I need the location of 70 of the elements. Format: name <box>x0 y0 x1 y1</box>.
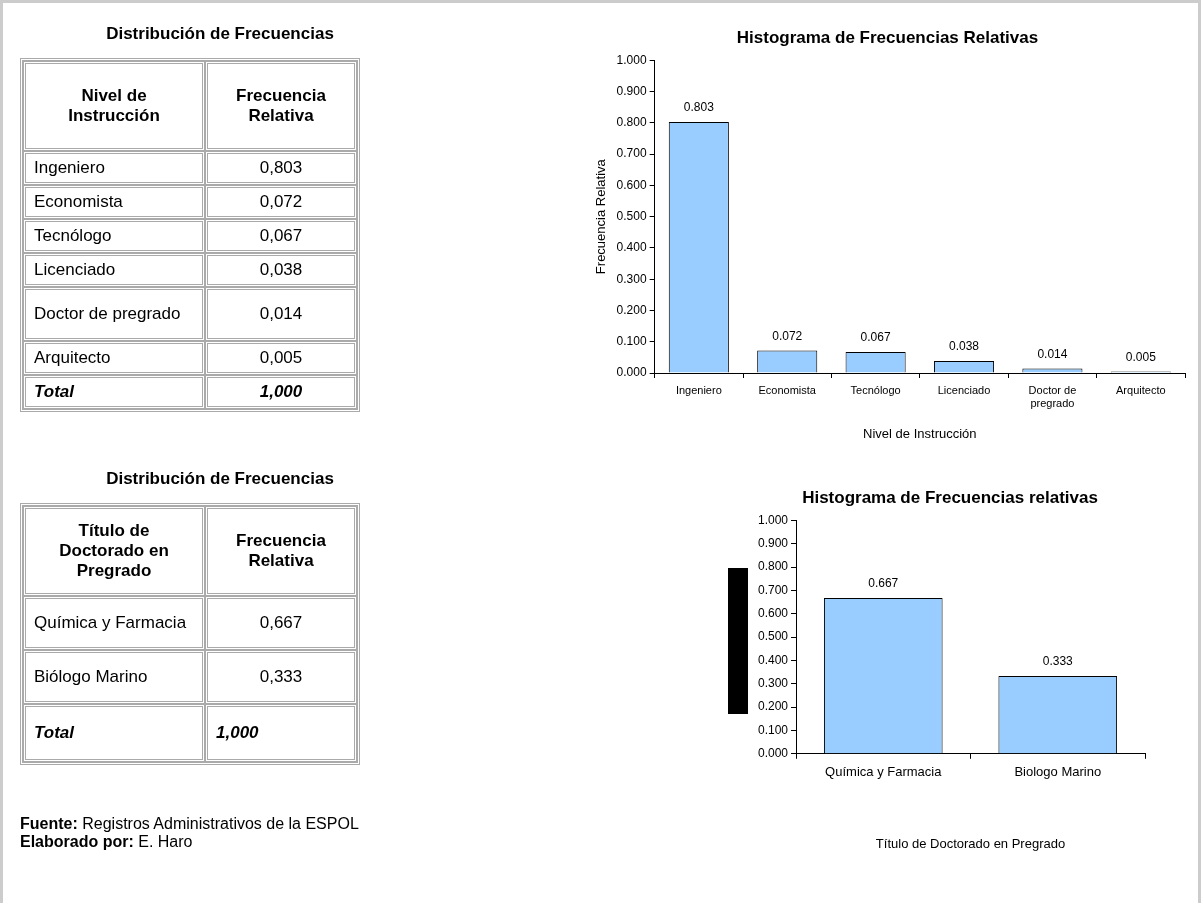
x-tick-label: Biologo Marino <box>1014 764 1102 780</box>
category-label: Biólogo Marino <box>23 650 205 704</box>
data-label: 0.067 <box>860 330 891 345</box>
chart-title: Histograma de Frecuencias Relativas <box>736 27 1039 47</box>
category-label: Tecnólogo <box>23 219 205 253</box>
y-tick-label: 0.100 <box>758 722 789 737</box>
y-tick-label: 0.000 <box>616 365 647 380</box>
y-tick-label: 1.000 <box>616 52 647 67</box>
y-tick-label: 0.100 <box>616 334 647 349</box>
category-label: Economista <box>23 185 205 219</box>
y-tick-label: 0.200 <box>616 302 647 317</box>
text: Frecuencia Relativa <box>205 61 357 151</box>
category-label: Ingeniero <box>23 151 205 185</box>
y-tick-label: 0.600 <box>758 606 789 621</box>
y-tick-label: 0.800 <box>758 559 789 574</box>
data-label: 0.333 <box>1042 654 1074 669</box>
y-tick-label: 0.500 <box>616 209 647 224</box>
text: 1,000 <box>205 704 357 762</box>
category-label: Arquitecto <box>23 341 205 375</box>
x-tick-label: Licenciado <box>937 383 991 396</box>
y-tick-label: 0.800 <box>616 115 647 130</box>
text: 0,067 <box>259 226 303 245</box>
text: Nivel de Instrucción <box>23 61 205 151</box>
x-tick-label: Tecnólogo <box>850 383 901 396</box>
text: 0,072 <box>259 192 303 211</box>
x-tick-label: Arquitecto <box>1116 383 1166 396</box>
text: 1,000 <box>205 375 357 409</box>
text: 0,005 <box>259 348 303 367</box>
x-axis-title: Nivel de Instrucción <box>863 425 977 441</box>
y-tick-label: 0.700 <box>758 582 789 597</box>
data-label: 0.072 <box>772 328 803 343</box>
data-label: 0.038 <box>949 339 980 354</box>
y-tick-label: 0.200 <box>758 699 789 714</box>
data-label: 0.803 <box>683 100 715 115</box>
x-axis-title: Título de Doctorado en Pregrado <box>875 835 1066 851</box>
text: Frecuencia Relativa <box>205 506 357 596</box>
text: 0,667 <box>259 613 303 632</box>
y-tick-label: 0.900 <box>616 83 647 98</box>
category-label: Licenciado <box>23 253 205 287</box>
text: 0,803 <box>259 158 303 177</box>
y-tick-label: 0.400 <box>758 652 789 667</box>
y-tick-label: 0.300 <box>616 271 647 286</box>
category-label: Doctor de pregrado <box>23 287 205 341</box>
text: Total <box>23 704 205 762</box>
text: Total <box>23 375 205 409</box>
data-label: 0.014 <box>1037 346 1068 361</box>
category-label: Química y Farmacia <box>23 596 205 650</box>
text: Distribución de Frecuencias <box>105 469 335 489</box>
text: 0,333 <box>259 667 303 686</box>
data-label: 0.667 <box>868 576 899 591</box>
text: 0,038 <box>259 260 303 279</box>
source-note: Fuente: Registros Administrativos de la ESPOL <box>20 815 360 833</box>
y-tick-label: 0.500 <box>758 629 789 644</box>
y-tick-label: 0.300 <box>758 676 789 691</box>
y-tick-label: 1.000 <box>758 512 789 527</box>
text: Elaborado por: E. Haro <box>20 833 194 851</box>
chart-title: Histograma de Frecuencias relativas <box>802 487 1098 507</box>
y-axis-title: Frecuencia Relativa <box>593 158 609 275</box>
y-tick-label: 0.600 <box>616 177 647 192</box>
text: 0,014 <box>259 304 303 323</box>
data-label: 0.005 <box>1125 349 1157 364</box>
x-tick-label: Economista <box>758 383 817 396</box>
text: Título de Doctorado en Pregrado <box>23 506 205 596</box>
y-tick-label: 0.700 <box>616 146 647 161</box>
x-tick-label: Doctor de pregrado <box>1028 383 1077 409</box>
y-tick-label: 0.900 <box>758 536 789 551</box>
y-tick-label: 0.000 <box>758 746 789 761</box>
x-tick-label: Ingeniero <box>675 383 722 396</box>
y-tick-label: 0.400 <box>616 240 647 255</box>
text: Distribución de Frecuencias <box>105 24 335 44</box>
